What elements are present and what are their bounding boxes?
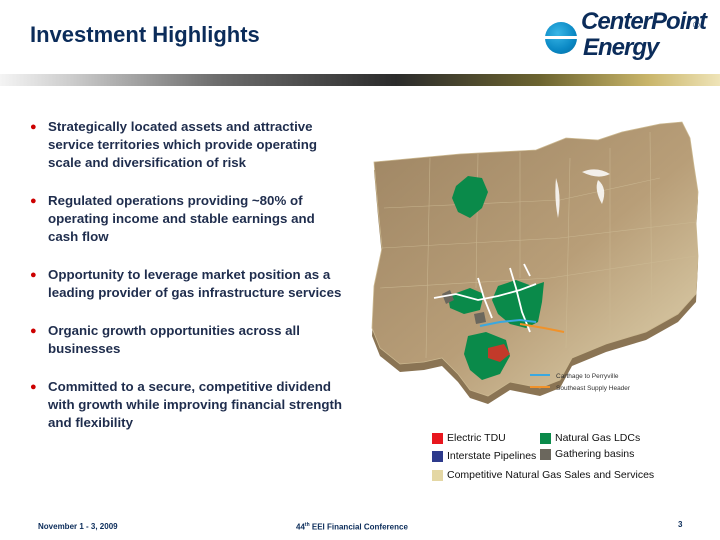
interstate-pipelines [433, 263, 537, 333]
bullet-dot-icon: ● [30, 121, 37, 133]
bullet-text: Organic growth opportunities across all … [48, 323, 300, 356]
header-gradient-bar [0, 74, 720, 86]
legend-gathering-basins: Gathering basins [540, 448, 634, 460]
carthage-perryville-pipeline [479, 318, 537, 327]
page-number: 3 [678, 520, 683, 529]
bullet-item: ● Regulated operations providing ~80% of … [30, 192, 345, 246]
bullet-list: ● Strategically located assets and attrac… [30, 118, 345, 452]
state-borders [379, 131, 697, 359]
legend-swatch-gray [540, 448, 551, 460]
service-territory-map: Carthage to Perryville Southeast Supply … [371, 121, 699, 404]
texas-ldc-region [464, 332, 510, 380]
electric-tdu-region [488, 344, 510, 362]
legend-swatch-tan [432, 469, 443, 481]
bullet-dot-icon: ● [30, 325, 37, 337]
bullet-dot-icon: ● [30, 381, 37, 393]
logo-globe-icon [542, 22, 578, 54]
pipeline-legend-carthage: Carthage to Perryville [556, 373, 619, 380]
footer-date: November 1 - 3, 2009 [38, 522, 118, 531]
legend-label: Natural Gas LDCs [555, 432, 641, 444]
legend-swatch-blue [432, 450, 443, 462]
legend-label: Competitive Natural Gas Sales and Servic… [447, 469, 655, 481]
legend-swatch-red [432, 432, 443, 444]
great-lakes [555, 169, 610, 218]
footer-conference-sup: th [304, 522, 310, 528]
bullet-text: Committed to a secure, competitive divid… [48, 379, 343, 430]
legend-label: Gathering basins [555, 448, 635, 460]
footer-conference-name: EEI Financial Conference [309, 522, 408, 532]
logo-registered-mark: ® [693, 20, 700, 30]
bullet-text: Opportunity to leverage market position … [48, 267, 342, 300]
legend-swatch-green [540, 432, 551, 444]
bullet-dot-icon: ● [30, 269, 37, 281]
logo-line2: Energy [583, 34, 659, 61]
southeast-supply-header-pipeline [519, 323, 565, 333]
bullet-dot-icon: ● [30, 195, 37, 207]
legend-electric-tdu: Electric TDU [432, 432, 506, 444]
us-map-land [371, 121, 699, 397]
legend-label: Electric TDU [447, 432, 506, 444]
gathering-basins [442, 290, 486, 324]
legend-natural-gas-ldcs: Natural Gas LDCs [540, 432, 640, 444]
legend-competitive-sales: Competitive Natural Gas Sales and Servic… [432, 469, 654, 481]
bullet-item: ● Committed to a secure, competitive divi… [30, 378, 345, 432]
logo-line1: CenterPoint [581, 8, 707, 35]
bullet-text: Strategically located assets and attract… [48, 119, 317, 170]
slide-title: Investment Highlights [30, 22, 260, 47]
bullet-item: ● Organic growth opportunities across all… [30, 322, 345, 358]
footer-conference-number: 44 [296, 522, 305, 532]
bullet-text: Regulated operations providing ~80% of o… [48, 193, 315, 244]
legend-label: Interstate Pipelines [447, 450, 537, 462]
legend-interstate-pipelines: Interstate Pipelines [432, 450, 536, 462]
footer-conference: 44th EEI Financial Conference [296, 522, 408, 532]
bullet-item: ● Strategically located assets and attrac… [30, 118, 345, 172]
company-logo: CenterPoint ® Energy [542, 6, 713, 68]
pipeline-legend-sesh: Southeast Supply Header [556, 385, 631, 392]
minnesota-ldc-region [452, 176, 488, 218]
south-central-ldc-region [492, 280, 544, 328]
bullet-item: ● Opportunity to leverage market position… [30, 266, 345, 302]
